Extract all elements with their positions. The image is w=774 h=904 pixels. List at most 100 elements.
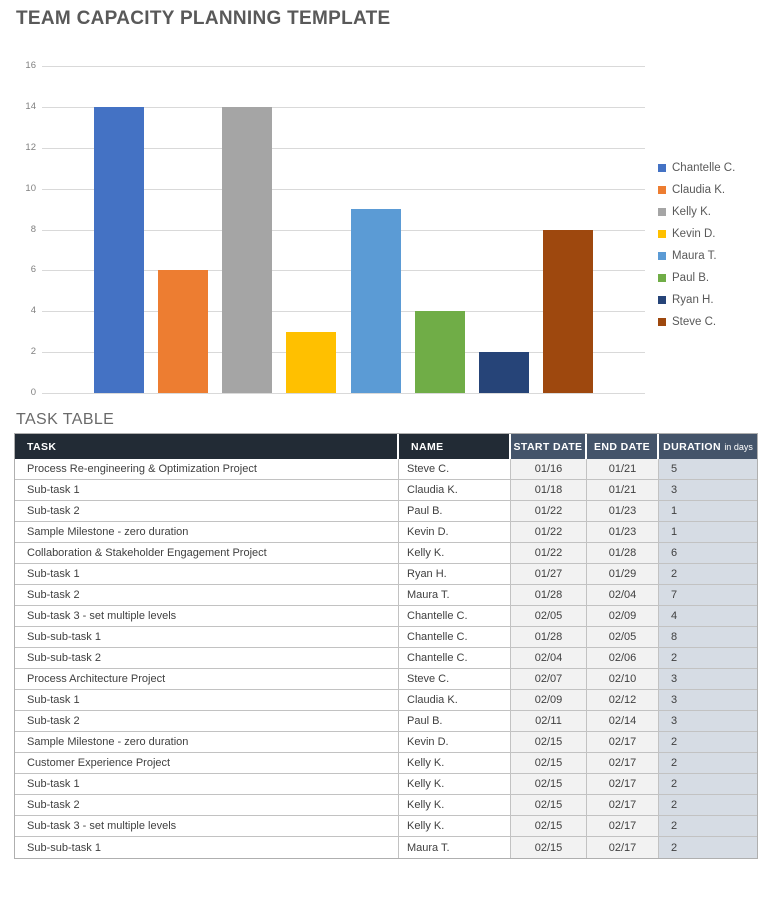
name-cell[interactable]: Kelly K.	[399, 753, 511, 774]
task-cell[interactable]: Collaboration & Stakeholder Engagement P…	[15, 543, 399, 564]
end-date-cell[interactable]: 02/06	[587, 648, 659, 669]
duration-cell[interactable]: 3	[659, 669, 757, 690]
column-header-name: NAME	[399, 434, 511, 459]
duration-cell[interactable]: 3	[659, 480, 757, 501]
end-date-cell[interactable]: 01/29	[587, 564, 659, 585]
start-date-cell[interactable]: 02/15	[511, 795, 587, 816]
end-date-cell[interactable]: 02/10	[587, 669, 659, 690]
start-date-cell[interactable]: 02/05	[511, 606, 587, 627]
name-cell[interactable]: Paul B.	[399, 501, 511, 522]
duration-cell[interactable]: 5	[659, 459, 757, 480]
duration-cell[interactable]: 2	[659, 753, 757, 774]
task-cell[interactable]: Process Re-engineering & Optimization Pr…	[15, 459, 399, 480]
start-date-cell[interactable]: 02/15	[511, 816, 587, 837]
duration-cell[interactable]: 3	[659, 690, 757, 711]
start-date-cell[interactable]: 02/11	[511, 711, 587, 732]
duration-cell[interactable]: 8	[659, 627, 757, 648]
end-date-cell[interactable]: 02/17	[587, 795, 659, 816]
duration-cell[interactable]: 7	[659, 585, 757, 606]
end-date-cell[interactable]: 01/21	[587, 459, 659, 480]
task-cell[interactable]: Sub-sub-task 1	[15, 837, 399, 858]
table-row: Sub-sub-task 1 Chantelle C. 01/28 02/05 8	[15, 627, 757, 648]
name-cell[interactable]: Kelly K.	[399, 816, 511, 837]
end-date-cell[interactable]: 02/17	[587, 816, 659, 837]
duration-cell[interactable]: 2	[659, 732, 757, 753]
end-date-cell[interactable]: 02/17	[587, 774, 659, 795]
name-cell[interactable]: Ryan H.	[399, 564, 511, 585]
end-date-cell[interactable]: 02/04	[587, 585, 659, 606]
start-date-cell[interactable]: 01/28	[511, 585, 587, 606]
table-row: Process Architecture Project Steve C. 02/0…	[15, 669, 757, 690]
start-date-cell[interactable]: 02/07	[511, 669, 587, 690]
duration-cell[interactable]: 2	[659, 564, 757, 585]
duration-cell[interactable]: 1	[659, 501, 757, 522]
task-cell[interactable]: Sub-sub-task 2	[15, 648, 399, 669]
name-cell[interactable]: Maura T.	[399, 837, 511, 858]
task-cell[interactable]: Sub-task 1	[15, 480, 399, 501]
legend-item-kelly-k: Kelly K.	[658, 201, 735, 223]
duration-cell[interactable]: 4	[659, 606, 757, 627]
end-date-cell[interactable]: 02/14	[587, 711, 659, 732]
name-cell[interactable]: Kelly K.	[399, 795, 511, 816]
task-cell[interactable]: Sub-task 2	[15, 585, 399, 606]
task-cell[interactable]: Sub-task 2	[15, 711, 399, 732]
task-cell[interactable]: Customer Experience Project	[15, 753, 399, 774]
end-date-cell[interactable]: 01/23	[587, 501, 659, 522]
start-date-cell[interactable]: 01/27	[511, 564, 587, 585]
end-date-cell[interactable]: 02/17	[587, 732, 659, 753]
name-cell[interactable]: Kevin D.	[399, 732, 511, 753]
end-date-cell[interactable]: 01/23	[587, 522, 659, 543]
name-cell[interactable]: Steve C.	[399, 669, 511, 690]
end-date-cell[interactable]: 02/17	[587, 837, 659, 858]
start-date-cell[interactable]: 02/09	[511, 690, 587, 711]
duration-cell[interactable]: 2	[659, 795, 757, 816]
start-date-cell[interactable]: 01/22	[511, 522, 587, 543]
end-date-cell[interactable]: 02/12	[587, 690, 659, 711]
task-cell[interactable]: Sub-task 2	[15, 795, 399, 816]
name-cell[interactable]: Kevin D.	[399, 522, 511, 543]
name-cell[interactable]: Steve C.	[399, 459, 511, 480]
name-cell[interactable]: Kelly K.	[399, 774, 511, 795]
task-cell[interactable]: Sub-task 1	[15, 690, 399, 711]
name-cell[interactable]: Chantelle C.	[399, 648, 511, 669]
start-date-cell[interactable]: 02/15	[511, 774, 587, 795]
duration-cell[interactable]: 2	[659, 837, 757, 858]
name-cell[interactable]: Kelly K.	[399, 543, 511, 564]
task-cell[interactable]: Sample Milestone - zero duration	[15, 522, 399, 543]
start-date-cell[interactable]: 02/15	[511, 732, 587, 753]
start-date-cell[interactable]: 01/28	[511, 627, 587, 648]
task-cell[interactable]: Sub-task 2	[15, 501, 399, 522]
duration-cell[interactable]: 3	[659, 711, 757, 732]
name-cell[interactable]: Maura T.	[399, 585, 511, 606]
duration-cell[interactable]: 2	[659, 816, 757, 837]
end-date-cell[interactable]: 02/09	[587, 606, 659, 627]
start-date-cell[interactable]: 02/15	[511, 753, 587, 774]
task-cell[interactable]: Sample Milestone - zero duration	[15, 732, 399, 753]
start-date-cell[interactable]: 01/22	[511, 501, 587, 522]
name-cell[interactable]: Claudia K.	[399, 690, 511, 711]
name-cell[interactable]: Chantelle C.	[399, 606, 511, 627]
task-cell[interactable]: Process Architecture Project	[15, 669, 399, 690]
end-date-cell[interactable]: 02/17	[587, 753, 659, 774]
name-cell[interactable]: Paul B.	[399, 711, 511, 732]
start-date-cell[interactable]: 01/18	[511, 480, 587, 501]
end-date-cell[interactable]: 01/28	[587, 543, 659, 564]
task-cell[interactable]: Sub-task 3 - set multiple levels	[15, 816, 399, 837]
task-cell[interactable]: Sub-task 3 - set multiple levels	[15, 606, 399, 627]
name-cell[interactable]: Claudia K.	[399, 480, 511, 501]
task-cell[interactable]: Sub-task 1	[15, 774, 399, 795]
end-date-cell[interactable]: 01/21	[587, 480, 659, 501]
duration-cell[interactable]: 6	[659, 543, 757, 564]
duration-cell[interactable]: 2	[659, 774, 757, 795]
end-date-cell[interactable]: 02/05	[587, 627, 659, 648]
start-date-cell[interactable]: 02/15	[511, 837, 587, 858]
start-date-cell[interactable]: 02/04	[511, 648, 587, 669]
start-date-cell[interactable]: 01/16	[511, 459, 587, 480]
duration-cell[interactable]: 1	[659, 522, 757, 543]
table-row: Sub-task 1 Kelly K. 02/15 02/17 2	[15, 774, 757, 795]
duration-cell[interactable]: 2	[659, 648, 757, 669]
start-date-cell[interactable]: 01/22	[511, 543, 587, 564]
task-cell[interactable]: Sub-task 1	[15, 564, 399, 585]
task-cell[interactable]: Sub-sub-task 1	[15, 627, 399, 648]
name-cell[interactable]: Chantelle C.	[399, 627, 511, 648]
